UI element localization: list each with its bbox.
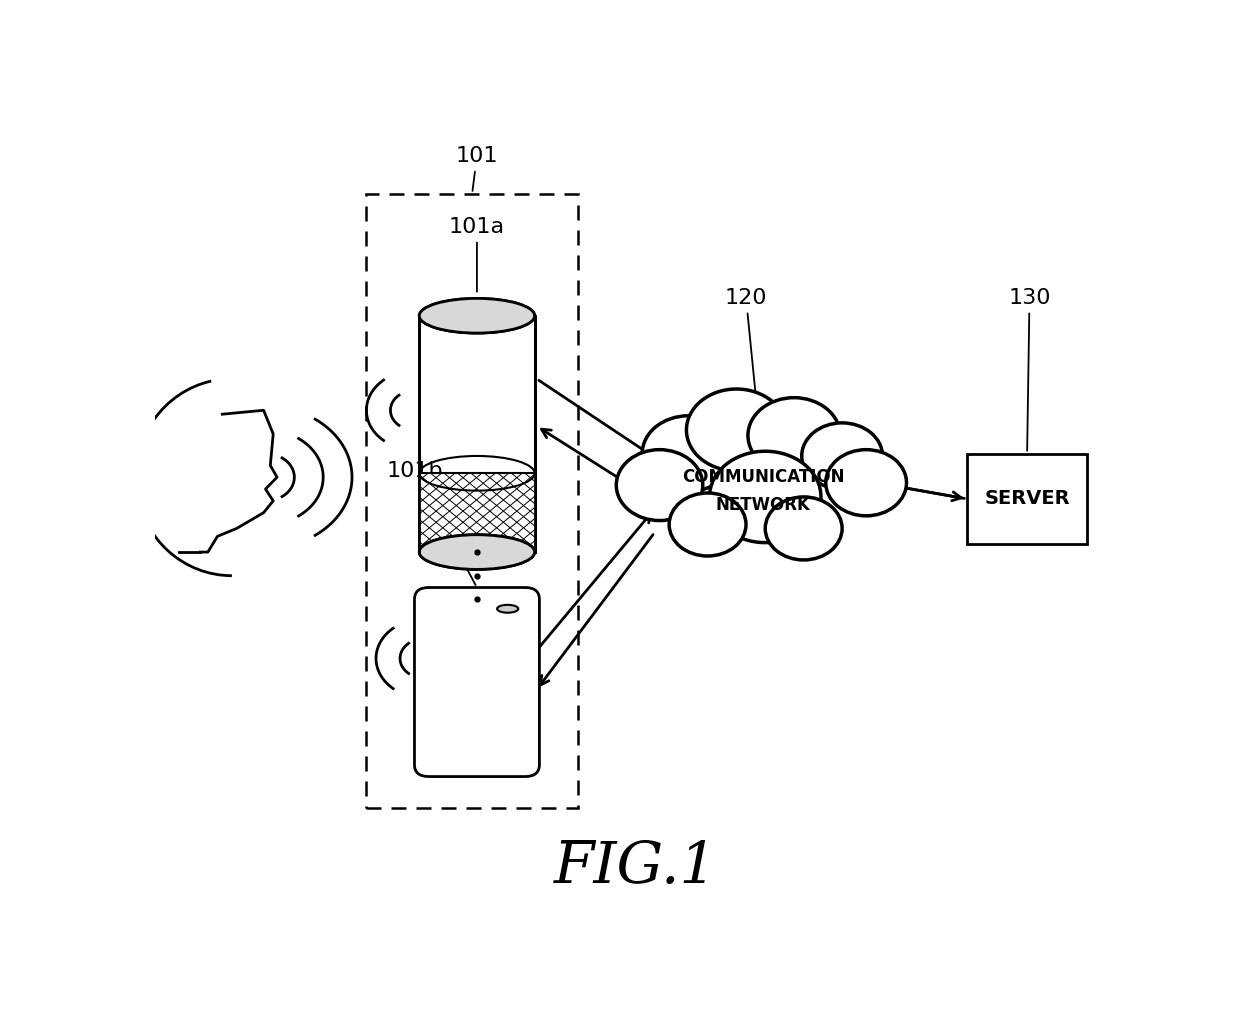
Text: NETWORK: NETWORK xyxy=(715,496,811,514)
Circle shape xyxy=(826,450,906,516)
Text: 120: 120 xyxy=(724,287,768,392)
Text: 101b: 101b xyxy=(386,461,476,585)
Bar xyxy=(967,453,1087,544)
Text: COMMUNICATION: COMMUNICATION xyxy=(682,469,844,486)
Bar xyxy=(367,193,578,808)
Circle shape xyxy=(748,398,841,474)
Text: 130: 130 xyxy=(1008,287,1050,451)
Ellipse shape xyxy=(419,535,534,570)
Ellipse shape xyxy=(419,299,534,333)
Bar xyxy=(419,474,534,552)
Ellipse shape xyxy=(419,299,534,333)
Circle shape xyxy=(709,451,821,542)
Circle shape xyxy=(687,389,786,471)
Ellipse shape xyxy=(497,605,518,613)
Circle shape xyxy=(616,450,703,521)
Text: 101a: 101a xyxy=(449,217,505,292)
Text: 101: 101 xyxy=(455,146,498,191)
Bar xyxy=(419,316,534,552)
Circle shape xyxy=(802,422,883,489)
Circle shape xyxy=(642,415,734,491)
Text: FIG.1: FIG.1 xyxy=(554,839,717,895)
Ellipse shape xyxy=(419,535,534,570)
FancyBboxPatch shape xyxy=(414,587,539,776)
Circle shape xyxy=(670,493,746,557)
Text: SERVER: SERVER xyxy=(985,489,1070,508)
Circle shape xyxy=(765,497,842,560)
